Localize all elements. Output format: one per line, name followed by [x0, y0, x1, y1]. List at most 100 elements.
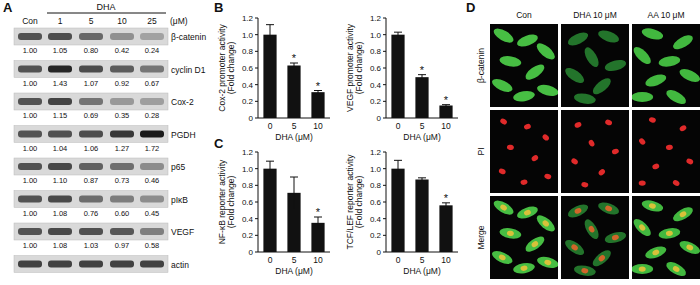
band-value: 1.43 [53, 79, 68, 88]
x-tick-label: 0 [268, 121, 273, 131]
nucleus [672, 179, 681, 187]
cell-body [515, 204, 539, 221]
blot-band [140, 261, 164, 268]
blot-band [79, 98, 103, 105]
nucleus [604, 119, 612, 126]
blot-band [18, 196, 42, 203]
nucleus [507, 144, 515, 150]
band-value: 0.67 [145, 79, 160, 88]
y-tick [255, 218, 258, 219]
x-tick-label: 10 [313, 255, 323, 265]
nucleus [541, 133, 550, 141]
blot-row-label: VEGF [171, 227, 194, 237]
x-tick-label: 0 [268, 255, 273, 265]
y-tick [255, 168, 258, 169]
bars [263, 25, 324, 118]
nucleus [531, 154, 540, 162]
lane-label: 25 [147, 16, 157, 26]
cell-body [515, 32, 539, 49]
error-cap [290, 177, 298, 178]
cell-body [499, 55, 522, 69]
y-tick [383, 34, 386, 35]
y-tick-label: 0.6 [242, 198, 254, 207]
band-value: 1.04 [53, 144, 68, 153]
panel-label: D [466, 0, 475, 15]
cell-body [534, 212, 557, 234]
error-bar [394, 32, 402, 37]
blot-band [18, 228, 42, 235]
y-tick [383, 152, 386, 153]
y-tick [255, 18, 258, 19]
merged-nucleus [520, 265, 528, 271]
blot-band [48, 66, 72, 73]
blot-strip [14, 223, 168, 240]
x-tick-label: 10 [441, 121, 451, 131]
cell-body [490, 248, 514, 266]
x-tick-label: 10 [313, 121, 323, 131]
micrograph [490, 110, 558, 193]
blot-band [79, 228, 103, 235]
blot-band [18, 131, 42, 138]
bar [415, 180, 428, 253]
cell-body [671, 204, 695, 224]
cell-body [678, 66, 700, 84]
blot-row-label: Cox-2 [171, 97, 194, 107]
merged-nucleus [638, 223, 647, 232]
blot-band [140, 163, 164, 170]
row-label: Merge [476, 225, 486, 249]
cell-body [632, 92, 653, 102]
micrograph [561, 110, 629, 193]
blot-band [110, 98, 134, 105]
unit-label: (μM) [170, 16, 188, 26]
row-label: PI [476, 147, 486, 155]
band-value: 0.92 [115, 79, 130, 88]
micrograph [561, 196, 629, 279]
merged-nucleus [611, 234, 619, 241]
merged-nucleus [679, 210, 688, 218]
y-tick-label: 1.0 [370, 31, 382, 40]
x-tick-label: 5 [420, 121, 425, 131]
bar [391, 35, 404, 118]
x-tick-label: 5 [420, 255, 425, 265]
micrograph [632, 110, 700, 193]
blot-panel: DHACon151025(μM)1.001.050.800.420.24β-ca… [14, 2, 206, 273]
error-stem [294, 177, 295, 209]
band-value: 0.42 [115, 46, 130, 55]
band-value: 0.35 [115, 111, 130, 120]
blot-strip [14, 126, 168, 143]
micrograph [490, 24, 558, 107]
error-bar [266, 161, 274, 176]
nucleus [544, 173, 552, 180]
bars [391, 160, 452, 252]
band-value: 0.76 [84, 209, 99, 218]
nucleus [581, 182, 589, 188]
y-axis-label: (Fold change) [354, 176, 364, 229]
y-tick [383, 252, 386, 253]
significance-mark: * [316, 80, 321, 92]
column-label: AA 10 μM [647, 10, 684, 20]
micrograph [561, 24, 629, 107]
nucleus [597, 168, 606, 176]
blot-band [140, 66, 164, 73]
blot-band [140, 196, 164, 203]
image-background [490, 110, 558, 193]
blot-band [79, 33, 103, 40]
cell-body [644, 244, 668, 261]
error-cap [266, 24, 274, 25]
y-tick-label: 0.8 [370, 181, 382, 190]
nucleus [652, 163, 660, 170]
y-tick-label: 0.2 [242, 97, 254, 106]
merged-nucleus [574, 207, 583, 215]
nucleus [574, 121, 583, 129]
lane-label: 10 [117, 16, 127, 26]
lane-label: 1 [58, 16, 63, 26]
panel-label: A [3, 0, 13, 15]
error-cap [394, 160, 402, 161]
y-tick-label: 0 [249, 114, 254, 123]
band-value: 1.00 [23, 144, 38, 153]
y-axis-label: (Fold change) [226, 42, 236, 95]
blot-strip [14, 93, 168, 110]
error-cap [266, 161, 274, 162]
significance-mark: * [444, 192, 449, 204]
bar-chart: VEGF promoter activity(Fold change)00.20… [345, 14, 458, 142]
